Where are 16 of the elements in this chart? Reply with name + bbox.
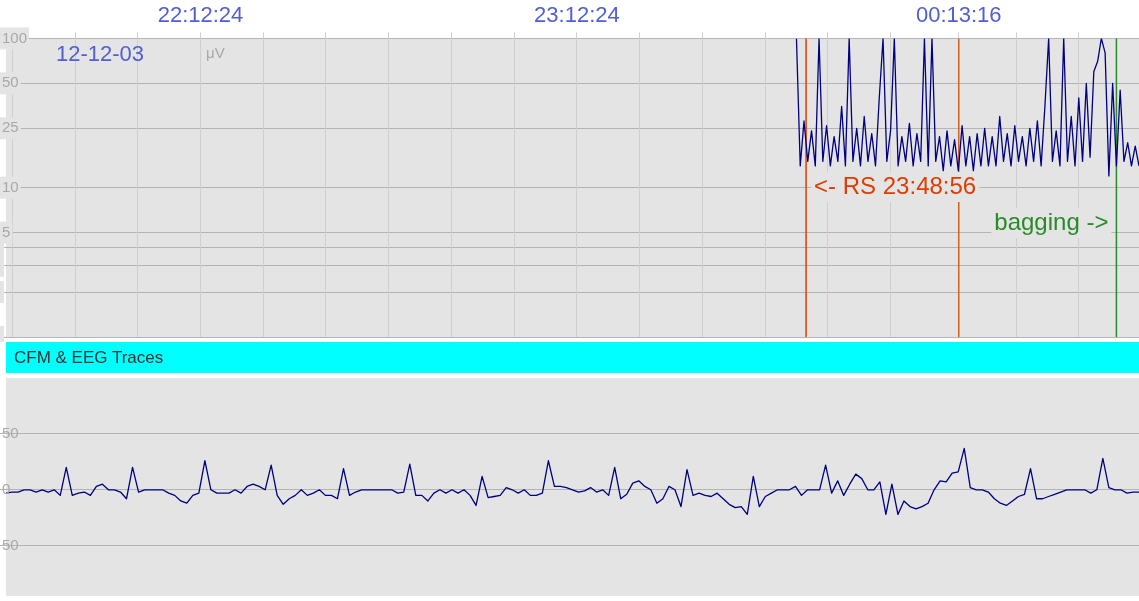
y-tick-label: 50	[2, 535, 19, 553]
ref-line-label: <- RS 23:48:56	[814, 171, 977, 199]
y-tick-label: 25	[2, 118, 19, 136]
y-tick-label: 5	[2, 222, 11, 240]
y-tick-label: 0	[2, 479, 11, 497]
annotation: 12-12-03	[56, 41, 145, 67]
y-tick-label: 100	[2, 28, 28, 46]
y-tick-label: 50	[2, 424, 19, 442]
x-tick-label: 00:13:16	[915, 2, 1002, 28]
chart-title: CFM & EEG Traces	[6, 342, 1139, 373]
x-tick-label: 23:12:24	[534, 2, 620, 28]
y-tick-label: 50	[2, 73, 19, 91]
ref-line-label: bagging ->	[994, 207, 1109, 235]
y-tick-label: 10	[2, 177, 19, 195]
x-tick-label: 22:12:24	[157, 2, 244, 28]
y-axis-title: μV	[206, 44, 225, 62]
